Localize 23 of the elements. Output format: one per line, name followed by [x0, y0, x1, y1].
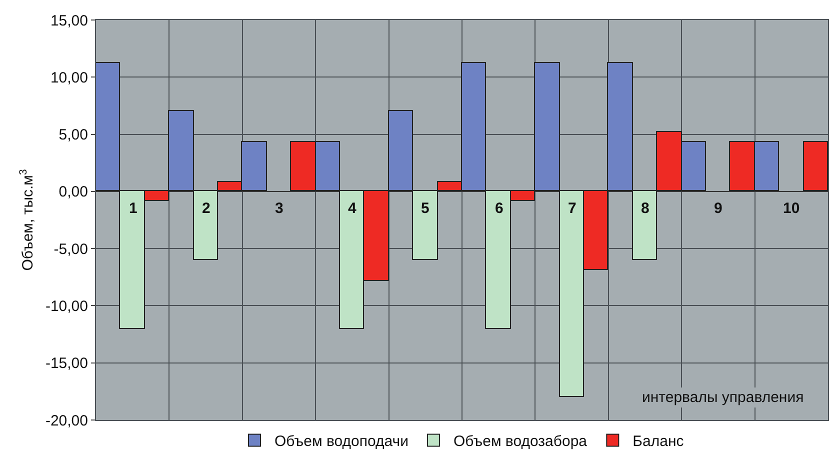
bar — [803, 141, 828, 191]
x-tick-label: 8 — [641, 200, 650, 217]
legend-label: Баланс — [632, 433, 684, 450]
x-tick-label: 4 — [348, 200, 357, 217]
x-tick-label: 5 — [421, 200, 430, 217]
y-tick-label: -15,00 — [45, 355, 88, 372]
x-tick-label: 2 — [202, 200, 210, 217]
legend-label: Объем водозабора — [453, 433, 588, 450]
x-tick-label: 3 — [275, 200, 284, 217]
y-tick-label: -5,00 — [54, 240, 88, 258]
y-tick-label: 0,00 — [58, 184, 88, 201]
legend-label: Объем водоподачи — [274, 433, 408, 450]
y-tick-label: 10,00 — [50, 69, 88, 86]
x-axis-title: интервалы управления — [642, 389, 804, 406]
y-tick-label: -20,00 — [45, 412, 88, 430]
x-tick-label: 10 — [783, 200, 800, 217]
x-tick-label: 7 — [568, 200, 576, 217]
y-tick-label: 5,00 — [58, 126, 88, 144]
x-tick-label: 9 — [714, 200, 722, 217]
x-tick-label: 1 — [129, 200, 138, 217]
y-tick-label: -10,00 — [45, 298, 88, 315]
y-tick-label: 15,00 — [50, 12, 88, 30]
x-tick-label: 6 — [495, 200, 504, 217]
